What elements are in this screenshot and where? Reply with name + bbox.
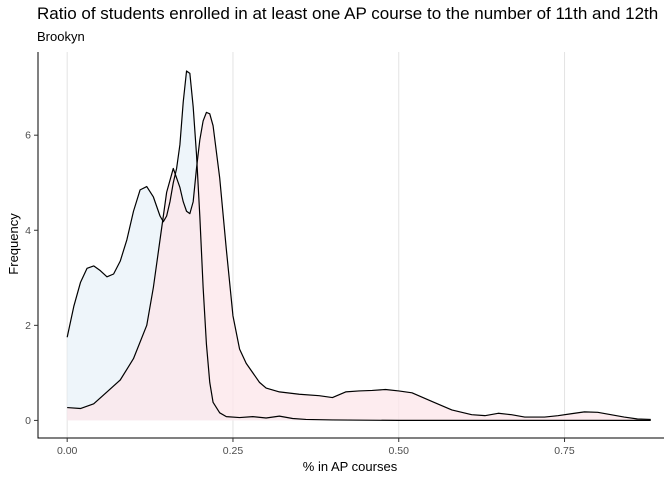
x-tick-label: 0.00 [57, 445, 78, 457]
x-axis-title: % in AP courses [303, 459, 398, 474]
x-tick-label: 0.50 [389, 445, 410, 457]
axes: 0.00 0.25 0.50 0.75 0 2 4 6 [25, 52, 664, 457]
density-series [66, 70, 651, 422]
y-tick-label: 2 [25, 320, 31, 332]
y-tick-label: 0 [25, 415, 31, 427]
density-line-2 [67, 111, 651, 421]
density-area-2 [67, 112, 651, 421]
density-line-1 [66, 70, 651, 422]
x-tick-label: 0.25 [223, 445, 244, 457]
chart-subtitle: Brookyn [37, 29, 85, 44]
y-tick-label: 4 [25, 225, 31, 237]
x-tick-label: 0.75 [554, 445, 575, 457]
y-tick-label: 6 [25, 130, 31, 142]
y-axis-title: Frequency [6, 213, 21, 275]
chart-title: Ratio of students enrolled in at least o… [37, 4, 659, 23]
